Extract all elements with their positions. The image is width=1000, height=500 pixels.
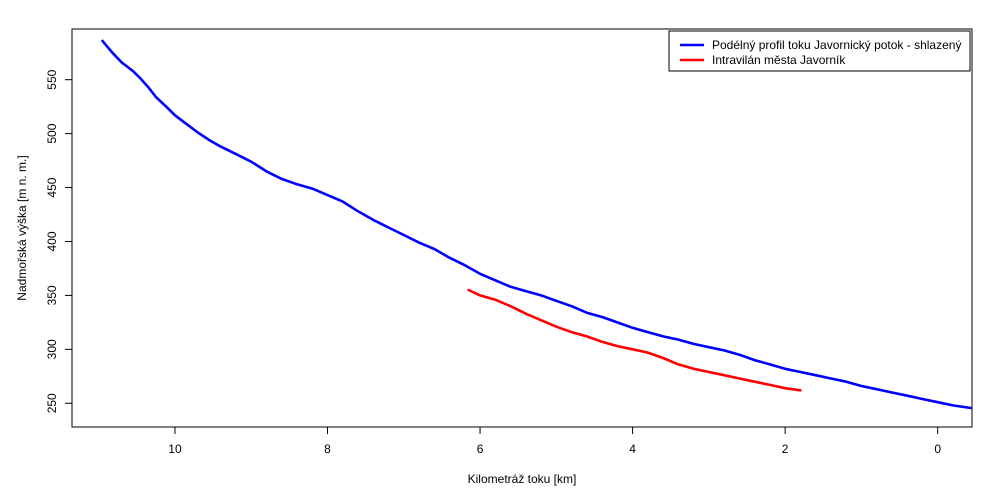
x-axis-label: Kilometráž toku [km] (468, 472, 577, 486)
y-tick-label-6: 550 (45, 69, 59, 89)
y-tick-label-0: 250 (45, 393, 59, 413)
series-line-1 (467, 288, 802, 392)
legend-box (668, 30, 971, 72)
y-tick-label-5: 500 (45, 123, 59, 143)
x-tick-label-1: 8 (324, 442, 331, 456)
plot-frame (71, 28, 973, 428)
series-layer (101, 39, 972, 410)
legend-label-blue: Podélný profil toku Javornický potok - s… (712, 38, 961, 52)
x-tick-label-0: 10 (168, 442, 182, 456)
y-tick-label-2: 350 (45, 285, 59, 305)
series-line-0 (101, 39, 972, 410)
legend-label-red: Intravilán města Javorník (712, 53, 846, 67)
x-tick-label-5: 0 (934, 442, 941, 456)
y-tick-label-4: 450 (45, 177, 59, 197)
x-tick-label-4: 2 (782, 442, 789, 456)
x-tick-label-2: 6 (477, 442, 484, 456)
y-axis-label: Nadmořská výška [m n. m.] (15, 155, 29, 300)
y-tick-label-1: 300 (45, 339, 59, 359)
x-tick-label-3: 4 (629, 442, 636, 456)
x-axis: 10 8 6 4 2 0 (168, 427, 941, 456)
legend: Podélný profil toku Javornický potok - s… (668, 30, 971, 72)
y-axis: 250 300 350 400 450 500 550 (45, 69, 72, 413)
y-tick-label-3: 400 (45, 231, 59, 251)
